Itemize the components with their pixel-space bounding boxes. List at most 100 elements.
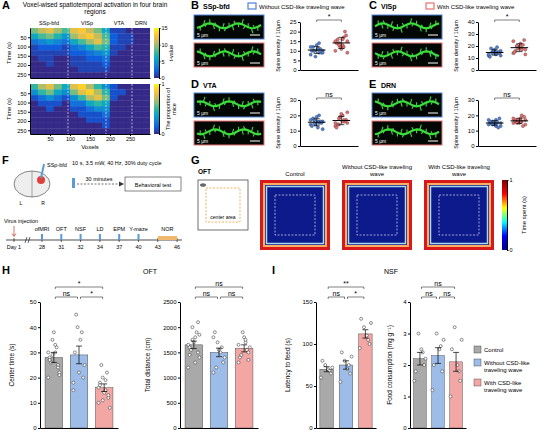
tspan: 10 s, 3.5 mW, 40 Hz, 30% duty cycle	[72, 160, 162, 166]
colorbar	[502, 180, 507, 250]
heatmap-cell	[126, 39, 134, 45]
data-point	[424, 357, 427, 360]
tick-mark	[408, 397, 410, 398]
tick-label: 1	[403, 394, 407, 400]
heatmap-cell	[134, 72, 142, 78]
column-title: With CSD-like travelingwave	[428, 164, 490, 177]
heatmap-cell	[38, 39, 46, 45]
tick-mark	[159, 84, 161, 85]
axis	[31, 78, 151, 79]
spine	[383, 130, 385, 133]
axis-title: Time (s)	[6, 42, 12, 64]
heatmap-cell	[118, 117, 126, 123]
tspan: Control	[285, 171, 304, 177]
tick: 30	[468, 97, 478, 103]
tick-label: 200	[106, 136, 115, 142]
heatmap-cell	[94, 117, 102, 123]
spine	[393, 49, 395, 52]
heatmap-cell	[134, 50, 142, 56]
heatmap-cell	[110, 34, 118, 40]
heatmap-cell	[94, 34, 102, 40]
bar	[359, 334, 373, 428]
heatmap-cell	[126, 106, 134, 112]
spine	[219, 49, 220, 53]
spine	[431, 26, 433, 29]
spine	[391, 101, 393, 106]
tick-label: 0	[293, 143, 297, 149]
heatmap-cell	[86, 45, 94, 51]
spine	[203, 20, 205, 25]
data-point	[524, 48, 527, 51]
heatmap-cell	[70, 101, 78, 107]
spine	[238, 127, 239, 131]
heatmap-cell	[54, 34, 62, 40]
region-label: VTA	[114, 20, 125, 26]
tick: 50	[47, 134, 53, 142]
occupancy-map	[260, 180, 330, 250]
data-point	[442, 338, 445, 341]
heatmap-cell	[86, 72, 94, 78]
image-ground	[194, 15, 264, 39]
occupancy-ring	[264, 184, 326, 246]
heatmap-cell	[118, 106, 126, 112]
tick-label: 3	[403, 331, 407, 337]
heatmap-cell	[134, 95, 142, 101]
data-point	[321, 128, 324, 131]
error-bar	[362, 330, 368, 338]
heatmap-cell	[126, 34, 134, 40]
data-point	[414, 370, 417, 373]
occupancy-ring	[426, 182, 493, 249]
data-point	[524, 53, 527, 56]
axis-line	[159, 29, 160, 79]
label: 30 minutes	[86, 176, 113, 182]
heatmap-cell	[126, 101, 134, 107]
tick: 1	[507, 177, 513, 183]
spine	[420, 106, 422, 111]
tick-label: 40	[30, 325, 37, 331]
label: 28	[39, 244, 45, 250]
heatmap-cell	[46, 50, 54, 56]
spine	[391, 21, 393, 26]
heatmap-cell	[134, 45, 142, 51]
spine	[219, 27, 220, 31]
data-point	[498, 117, 501, 120]
tick-mark	[178, 378, 180, 379]
spine	[244, 106, 246, 109]
tick-label: 1500	[163, 350, 177, 356]
tick: 0	[471, 67, 478, 73]
heatmap-cell	[134, 117, 142, 123]
heatmap-cell	[78, 90, 86, 96]
plot-marks	[486, 114, 528, 129]
scale-bar-label: 5 μm	[197, 138, 208, 144]
data-point	[423, 364, 426, 367]
tick-mark	[38, 428, 40, 429]
scale-bar	[250, 63, 260, 64]
axis-line	[301, 70, 359, 71]
significance-bracket	[328, 297, 344, 299]
heatmap-cell	[30, 106, 38, 112]
legend-label: Control	[484, 347, 503, 353]
spine	[397, 24, 398, 28]
significance-bracket	[55, 297, 77, 299]
data-point	[314, 55, 317, 58]
error-bar	[492, 121, 498, 126]
tick-label: 4	[403, 299, 407, 305]
spine	[378, 98, 379, 102]
data-point	[212, 336, 215, 339]
spine	[248, 130, 249, 134]
occupancy-ring	[346, 184, 408, 246]
tick-mark	[159, 45, 161, 46]
occupancy-ring	[267, 187, 324, 244]
panel-title: VISp	[381, 3, 397, 11]
heatmap-cell	[134, 84, 142, 90]
tick-label: 150	[17, 109, 26, 115]
heatmap-cell	[54, 50, 62, 56]
data-point	[104, 379, 107, 382]
dendrite	[197, 51, 261, 56]
tick-mark	[28, 74, 30, 75]
colorbar-title: Time spent (s)	[521, 196, 527, 234]
axis-line	[410, 303, 411, 429]
test-mark	[138, 234, 140, 240]
micrograph	[194, 43, 264, 67]
heatmap-cell	[134, 39, 142, 45]
